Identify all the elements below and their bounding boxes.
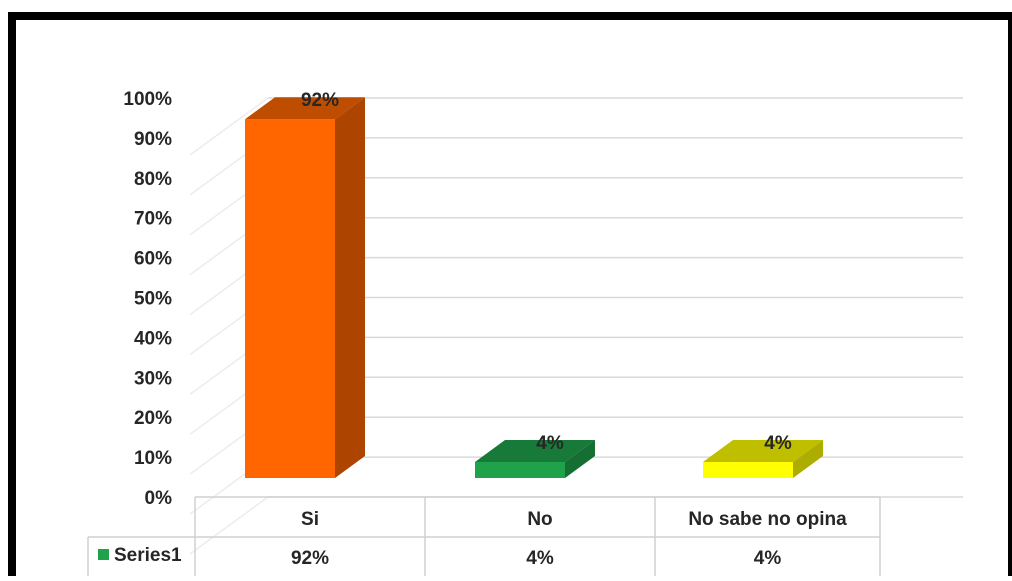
y-tick-label-10: 100% — [123, 89, 172, 110]
bar-front-0 — [245, 119, 335, 478]
y-tick-label-0: 0% — [145, 488, 173, 509]
bar-side-2 — [793, 440, 823, 478]
category-label-0: Si — [301, 509, 319, 530]
y-tick-label-8: 80% — [134, 169, 172, 190]
bar-top-2 — [703, 440, 823, 462]
table-value-1: 4% — [526, 548, 554, 569]
y-tick-label-2: 20% — [134, 408, 172, 429]
y-tick-label-5: 50% — [134, 289, 172, 310]
bar-side-1 — [565, 440, 595, 478]
bar-2 — [703, 440, 823, 478]
data-label-0: 92% — [301, 90, 339, 111]
bar-top-0 — [245, 97, 365, 120]
table-value-0: 92% — [291, 548, 329, 569]
chart-border — [8, 12, 1012, 581]
bar-top-1 — [475, 440, 595, 462]
side-gridline-0 — [189, 496, 269, 555]
bar-1 — [475, 440, 595, 478]
side-gridline-10 — [189, 97, 269, 156]
table-value-2: 4% — [754, 548, 782, 569]
legend-series-name: Series1 — [114, 545, 182, 566]
category-label-1: No — [527, 509, 552, 530]
y-tick-label-3: 30% — [134, 368, 172, 389]
data-label-1: 4% — [536, 433, 564, 454]
legend-key — [98, 549, 109, 560]
y-tick-label-7: 70% — [134, 209, 172, 230]
y-tick-label-4: 40% — [134, 328, 172, 349]
y-tick-label-9: 90% — [134, 129, 172, 150]
bar-front-1 — [475, 462, 565, 478]
y-tick-label-6: 60% — [134, 249, 172, 270]
bar-front-2 — [703, 462, 793, 478]
bar-0 — [245, 97, 365, 478]
category-label-2: No sabe no opina — [688, 509, 847, 530]
y-tick-label-1: 10% — [134, 448, 172, 469]
bar-side-0 — [335, 97, 365, 478]
data-label-2: 4% — [764, 433, 792, 454]
